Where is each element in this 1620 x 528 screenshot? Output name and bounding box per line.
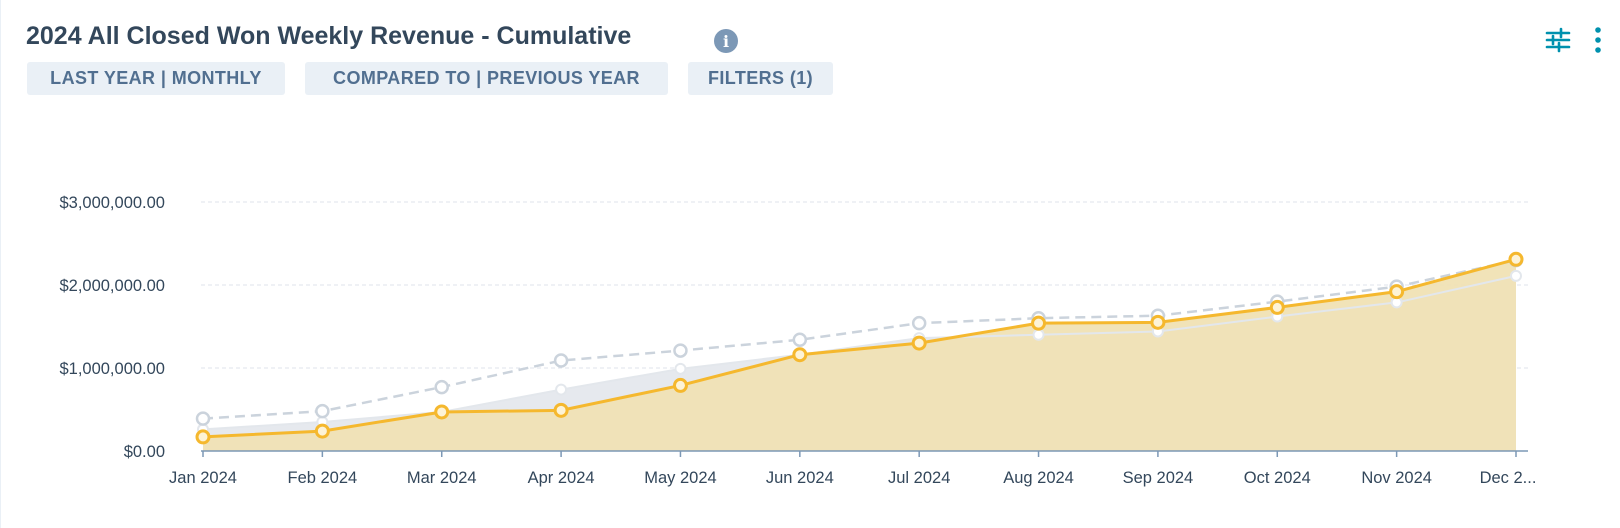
current-series-point [672,377,688,393]
x-tick-label: Sep 2024 [1123,469,1194,487]
x-tick-label: Jul 2024 [888,469,950,487]
x-tick-label: May 2024 [644,469,716,487]
previous-series-point [1510,269,1522,282]
compare-series-point [673,343,688,358]
x-tick-label: Jun 2024 [766,469,834,487]
compare-series-point [553,353,569,368]
report-title: 2024 All Closed Won Weekly Revenue - Cum… [26,22,632,50]
previous-series-point [555,383,568,396]
compare-series-point [792,332,808,348]
current-series-point [792,347,808,363]
date-range-filter-button[interactable]: LAST YEAR | MONTHLY [27,62,285,95]
info-icon[interactable]: i [714,29,738,53]
y-tick-label: $2,000,000.00 [59,277,165,295]
y-tick-label: $3,000,000.00 [59,194,165,212]
compare-series-point [434,379,449,395]
current-series-point [1389,284,1405,300]
current-series-point [911,335,927,351]
current-series-point [1150,314,1166,330]
previous-series-line [202,274,1517,431]
more-vertical-icon[interactable] [1591,26,1605,54]
x-tick-label: Dec 2... [1480,469,1537,487]
compare-series-point [911,315,927,331]
x-tick-label: Oct 2024 [1244,469,1311,487]
current-series-point [314,423,330,439]
sliders-icon[interactable] [1545,26,1571,54]
y-tick-label: $0.00 [124,443,165,461]
current-series-point [195,429,211,445]
current-series-line [202,257,1517,439]
previous-series-point [674,362,687,375]
compare-series-point [195,411,211,426]
cumulative-revenue-chart: $0.00 $1,000,000.00 $2,000,000.00 $3,000,00… [59,194,1537,487]
current-series-point [1031,315,1047,331]
x-tick-label: Apr 2024 [528,469,595,487]
previous-series-point [1032,328,1045,341]
x-tick-label: Jan 2024 [169,469,237,487]
y-tick-label: $1,000,000.00 [59,360,165,378]
current-series-point [1508,251,1524,267]
x-tick-label: Aug 2024 [1003,469,1074,487]
current-series-point [434,404,450,420]
current-series-point [1269,299,1285,315]
current-series-point [553,402,569,418]
x-tick-label: Feb 2024 [287,469,357,487]
x-tick-label: Mar 2024 [407,469,477,487]
x-tick-label: Nov 2024 [1361,469,1432,487]
compare-series-point [315,403,330,419]
compare-to-filter-button[interactable]: COMPARED TO | PREVIOUS YEAR [305,62,668,95]
filters-button[interactable]: FILTERS (1) [688,62,833,95]
compare-series-line [202,258,1517,420]
current-series-area [203,259,1516,451]
